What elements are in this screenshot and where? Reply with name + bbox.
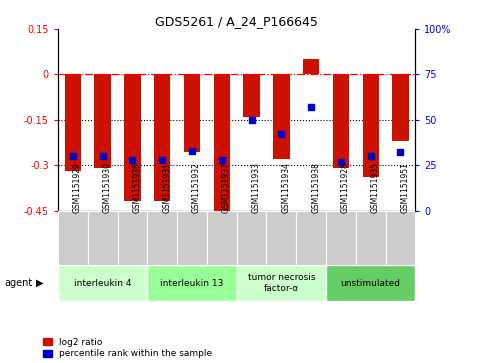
Bar bbox=[213, 74, 230, 217]
Text: GSM1151935: GSM1151935 bbox=[371, 162, 380, 213]
Bar bbox=[296, 211, 326, 265]
Bar bbox=[117, 211, 147, 265]
Bar bbox=[363, 74, 379, 177]
Bar bbox=[154, 74, 170, 201]
Title: GDS5261 / A_24_P166645: GDS5261 / A_24_P166645 bbox=[155, 15, 318, 28]
Bar bbox=[303, 59, 319, 74]
Bar bbox=[147, 265, 237, 301]
Bar bbox=[326, 265, 415, 301]
Text: GSM1151936: GSM1151936 bbox=[132, 162, 142, 213]
Text: unstimulated: unstimulated bbox=[341, 279, 401, 287]
Text: GSM1151931: GSM1151931 bbox=[162, 162, 171, 213]
Bar bbox=[88, 211, 117, 265]
Text: interleukin 4: interleukin 4 bbox=[74, 279, 131, 287]
Bar bbox=[237, 211, 267, 265]
Text: GSM1151934: GSM1151934 bbox=[282, 162, 290, 213]
Bar bbox=[243, 74, 260, 117]
Bar bbox=[124, 74, 141, 201]
Bar bbox=[273, 74, 289, 159]
Text: GSM1151938: GSM1151938 bbox=[311, 162, 320, 213]
Text: GSM1151932: GSM1151932 bbox=[192, 162, 201, 213]
Text: tumor necrosis
factor-α: tumor necrosis factor-α bbox=[248, 273, 315, 293]
Bar bbox=[326, 211, 356, 265]
Bar bbox=[95, 74, 111, 168]
Bar bbox=[65, 74, 81, 171]
Bar bbox=[392, 74, 409, 141]
Text: GSM1151929: GSM1151929 bbox=[73, 162, 82, 213]
Bar bbox=[385, 211, 415, 265]
Text: ▶: ▶ bbox=[36, 278, 44, 288]
Bar bbox=[177, 211, 207, 265]
Bar bbox=[147, 211, 177, 265]
Bar bbox=[237, 265, 326, 301]
Text: GSM1151928: GSM1151928 bbox=[341, 163, 350, 213]
Bar bbox=[356, 211, 385, 265]
Bar bbox=[207, 211, 237, 265]
Text: GSM1151930: GSM1151930 bbox=[103, 162, 112, 213]
Text: interleukin 13: interleukin 13 bbox=[160, 279, 224, 287]
Legend: log2 ratio, percentile rank within the sample: log2 ratio, percentile rank within the s… bbox=[43, 338, 213, 359]
Bar bbox=[58, 265, 147, 301]
Bar bbox=[58, 211, 88, 265]
Bar bbox=[333, 74, 349, 168]
Text: GSM1151933: GSM1151933 bbox=[252, 162, 260, 213]
Bar bbox=[267, 211, 296, 265]
Text: agent: agent bbox=[5, 278, 33, 288]
Bar bbox=[184, 74, 200, 152]
Text: GSM1151937: GSM1151937 bbox=[222, 162, 231, 213]
Text: GSM1151951: GSM1151951 bbox=[400, 162, 410, 213]
